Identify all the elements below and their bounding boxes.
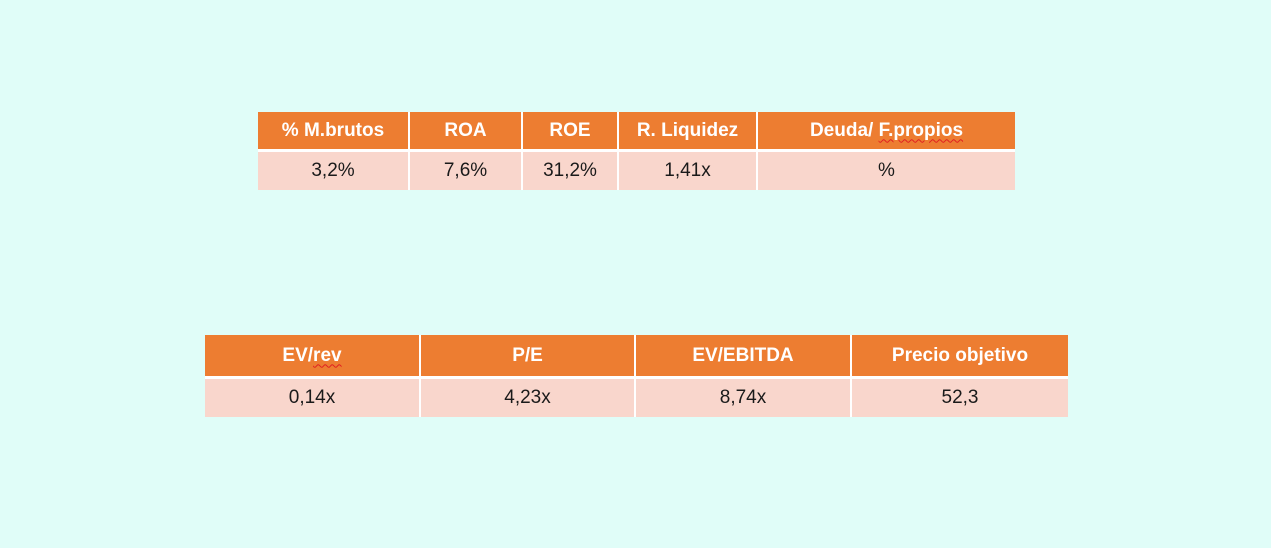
header-cell-roe: ROE: [523, 112, 619, 152]
value-cell-debt-equity: %: [758, 152, 1015, 190]
table-row: 3,2% 7,6% 31,2% 1,41x %: [258, 152, 1015, 190]
value-cell-pe: 4,23x: [421, 379, 636, 417]
value-cell-ev-ebitda: 8,74x: [636, 379, 852, 417]
value-cell-liquidity: 1,41x: [619, 152, 758, 190]
spellcheck-underline: F.propios: [878, 119, 964, 141]
header-cell-roa: ROA: [410, 112, 523, 152]
value-cell-gross-margin: 3,2%: [258, 152, 410, 190]
spellcheck-underline: rev: [313, 344, 342, 366]
value-cell-target-price: 52,3: [852, 379, 1068, 417]
table-header-row: % M.brutos ROA ROE R. Liquidez Deuda/ F.…: [258, 112, 1015, 152]
table-row: 0,14x 4,23x 8,74x 52,3: [205, 379, 1068, 417]
header-cell-liquidity: R. Liquidez: [619, 112, 758, 152]
header-cell-gross-margin: % M.brutos: [258, 112, 410, 152]
header-cell-target-price: Precio objetivo: [852, 335, 1068, 379]
header-cell-debt-equity: Deuda/ F.propios: [758, 112, 1015, 152]
header-cell-pe: P/E: [421, 335, 636, 379]
value-cell-roa: 7,6%: [410, 152, 523, 190]
valuation-multiples-table: EV/rev P/E EV/EBITDA Precio objetivo 0,1…: [205, 335, 1068, 417]
value-cell-ev-rev: 0,14x: [205, 379, 421, 417]
financial-ratios-table: % M.brutos ROA ROE R. Liquidez Deuda/ F.…: [258, 112, 1015, 190]
table-header-row: EV/rev P/E EV/EBITDA Precio objetivo: [205, 335, 1068, 379]
value-cell-roe: 31,2%: [523, 152, 619, 190]
header-cell-ev-rev: EV/rev: [205, 335, 421, 379]
header-cell-ev-ebitda: EV/EBITDA: [636, 335, 852, 379]
